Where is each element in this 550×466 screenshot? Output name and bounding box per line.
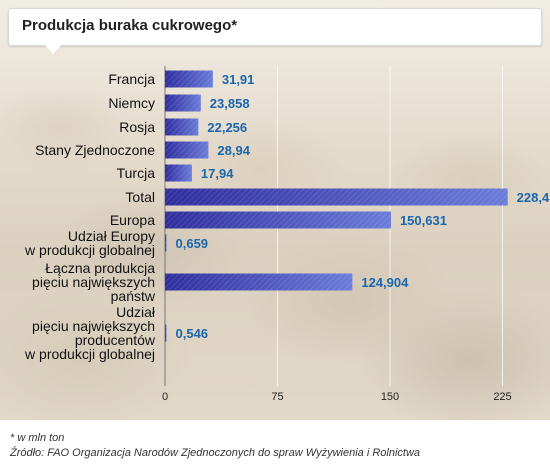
bar-hatch	[165, 70, 213, 88]
category-label: Łączna produkcja	[45, 260, 155, 276]
bar-hatch	[165, 324, 167, 342]
category-label: Francja	[108, 71, 155, 87]
value-label: 31,91	[222, 72, 255, 87]
value-label: 28,94	[217, 143, 250, 158]
title-box-pointer	[44, 44, 62, 54]
background-fade	[0, 0, 550, 420]
source-note: Źródło: FAO Organizacja Narodów Zjednocz…	[10, 447, 421, 459]
value-label: 228,452	[517, 190, 550, 205]
value-label: 22,256	[207, 120, 247, 135]
x-tick-label: 75	[271, 391, 283, 403]
bar-hatch	[165, 273, 353, 291]
bar-hatch	[165, 164, 192, 182]
category-label: producentów	[75, 332, 156, 348]
category-label: Stany Zjednoczone	[35, 142, 155, 158]
value-label: 0,546	[176, 326, 209, 341]
category-label: Rosja	[119, 119, 155, 135]
category-label: pięciu największych	[32, 318, 155, 334]
value-label: 23,858	[210, 96, 250, 111]
category-label: pięciu największych	[32, 274, 155, 290]
background-photo	[0, 0, 550, 420]
bar-hatch	[165, 141, 209, 159]
chart-title: Produkcja buraka cukrowego*	[22, 17, 238, 34]
category-label: Niemcy	[108, 95, 155, 111]
category-label: Udział	[116, 304, 156, 320]
category-label: Udział Europy	[68, 228, 155, 244]
bar-hatch	[165, 234, 167, 252]
category-label: państw	[111, 288, 156, 304]
category-label: w produkcji globalnej	[24, 242, 155, 258]
title-box	[8, 8, 542, 46]
x-tick-label: 225	[493, 391, 511, 403]
category-label: Total	[125, 189, 155, 205]
value-label: 17,94	[201, 166, 234, 181]
bar-hatch	[165, 211, 391, 229]
category-label: Turcja	[117, 165, 156, 181]
value-label: 150,631	[400, 213, 447, 228]
bar-hatch	[165, 188, 508, 206]
bar-hatch	[165, 118, 199, 136]
footnote: * w mln ton	[10, 432, 65, 444]
value-label: 124,904	[361, 275, 409, 290]
value-label: 0,659	[176, 236, 209, 251]
category-label: Europa	[110, 212, 155, 228]
x-tick-label: 150	[381, 391, 399, 403]
x-tick-label: 0	[162, 391, 168, 403]
bar-hatch	[165, 94, 201, 112]
category-label: w produkcji globalnej	[24, 346, 155, 362]
